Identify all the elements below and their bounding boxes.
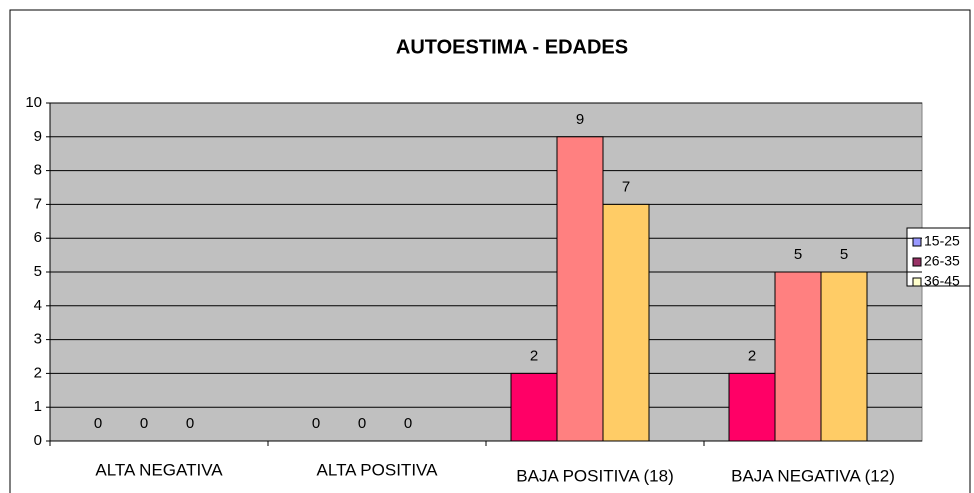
bar [774, 271, 822, 442]
x-tick-label: BAJA NEGATIVA (12) [731, 466, 895, 485]
chart-title: AUTOESTIMA - EDADES [396, 36, 628, 58]
data-label: 0 [140, 415, 148, 432]
y-tick-label: 7 [34, 195, 42, 212]
legend-label: 26-35 [924, 253, 960, 269]
y-tick-label: 4 [34, 297, 42, 314]
legend-label: 15-25 [924, 233, 960, 249]
bar [602, 203, 650, 442]
y-tick-label: 0 [34, 432, 42, 449]
bar [820, 271, 868, 442]
legend-swatch [912, 237, 922, 247]
data-label: 0 [312, 415, 320, 432]
data-label: 0 [358, 415, 366, 432]
y-tick-label: 8 [34, 162, 42, 179]
data-label: 5 [794, 246, 802, 263]
bar [510, 372, 558, 442]
y-tick-label: 5 [34, 263, 42, 280]
data-label: 2 [530, 347, 538, 364]
bar [728, 372, 776, 442]
y-tick-label: 2 [34, 364, 42, 381]
data-label: 5 [840, 246, 848, 263]
y-tick-label: 10 [25, 94, 42, 111]
data-label: 0 [186, 415, 194, 432]
y-tick-label: 6 [34, 229, 42, 246]
y-tick-label: 3 [34, 331, 42, 348]
x-tick-label: BAJA POSITIVA (18) [516, 466, 673, 485]
data-label: 0 [404, 415, 412, 432]
data-label: 9 [576, 111, 584, 128]
data-label: 7 [622, 178, 630, 195]
legend-swatch [912, 277, 922, 287]
bar [556, 136, 604, 442]
legend-swatch [912, 257, 922, 267]
legend-label: 36-45 [924, 273, 960, 289]
y-tick-label: 1 [34, 398, 42, 415]
data-label: 0 [94, 415, 102, 432]
x-tick-label: ALTA NEGATIVA [95, 460, 223, 479]
y-tick-label: 9 [34, 128, 42, 145]
x-tick-label: ALTA POSITIVA [317, 460, 439, 479]
data-label: 2 [748, 347, 756, 364]
